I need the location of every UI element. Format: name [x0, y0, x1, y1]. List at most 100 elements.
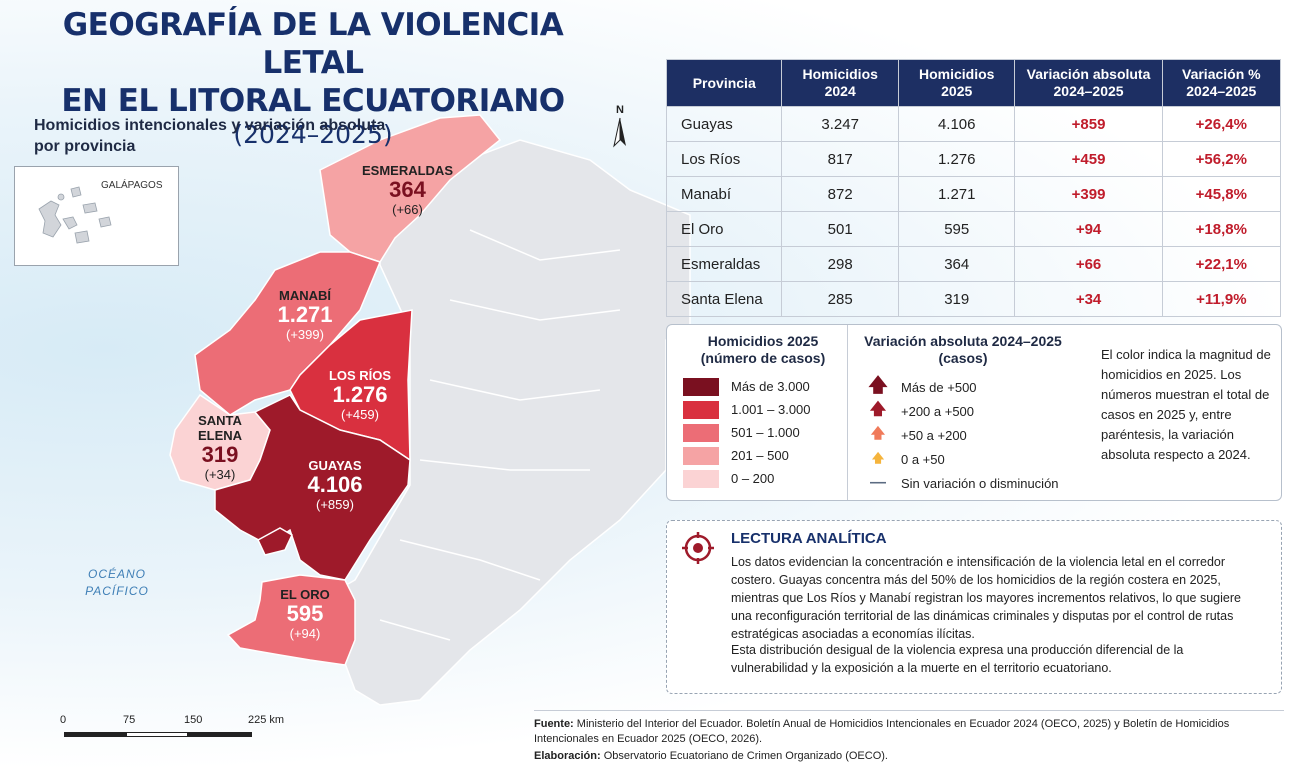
cell-var-pct: +26,4% — [1161, 106, 1282, 142]
cell-provincia: Los Ríos — [665, 141, 783, 177]
legend-arrow-row: 🡅 0 a +50 — [863, 447, 1063, 471]
source-label: Fuente: — [534, 718, 574, 730]
legend-arrow-label: Sin variación o disminución — [901, 475, 1059, 491]
galapagos-islands — [38, 186, 112, 244]
subtitle: Homicidios intencionales y variación abs… — [34, 117, 386, 155]
cell-2025: 595 — [897, 211, 1016, 247]
cell-2024: 501 — [781, 211, 899, 247]
cell-var-abs: +34 — [1014, 281, 1163, 317]
label-esmeraldas-value: 364 — [389, 177, 426, 202]
legend-arrow-row: — Sin variación o disminución — [863, 471, 1063, 495]
credits-note: Elaboración: Observatorio Ecuatoriano de… — [534, 750, 1274, 762]
label-los-rios-value: 1.276 — [332, 382, 388, 407]
legend-arrow-label: +200 a +500 — [901, 403, 975, 419]
legend-class-label: 0 – 200 — [731, 471, 775, 486]
label-santa-elena-name: SANTA ELENA — [197, 413, 243, 443]
cell-var-pct: +22,1% — [1161, 246, 1282, 282]
source-text: Ministerio del Interior del Ecuador. Bol… — [534, 718, 1230, 745]
th-variacion-pct: Variación % 2024–2025 — [1161, 59, 1282, 107]
legend-arrow-label: Más de +500 — [901, 379, 977, 395]
legend-arrow-row: 🡅 +50 a +200 — [863, 423, 1063, 447]
cell-var-abs: +859 — [1014, 106, 1163, 142]
cell-var-pct: +45,8% — [1161, 176, 1282, 212]
interior-border-lines — [379, 229, 621, 641]
label-manabi-change: (+399) — [286, 327, 324, 342]
cell-var-pct: +18,8% — [1161, 211, 1282, 247]
scale-tick-225: 225 km — [248, 714, 285, 726]
cell-provincia: Guayas — [665, 106, 783, 142]
label-guayas-value: 4.106 — [307, 472, 363, 497]
label-el-oro-value: 595 — [286, 601, 324, 626]
legend-note: El color indica la magnitud de homicidio… — [1101, 347, 1271, 462]
label-el-oro: EL ORO 595 (+94) — [265, 587, 345, 641]
legend-divider — [847, 325, 848, 500]
label-guayas: GUAYAS 4.106 (+859) — [290, 458, 380, 512]
title-line-1: GEOGRAFÍA DE LA VIOLENCIA LETAL — [62, 7, 564, 81]
cell-var-abs: +94 — [1014, 211, 1163, 247]
cell-2024: 298 — [781, 246, 899, 282]
th-provincia: Provincia — [665, 59, 783, 107]
legend-arrow-row: 🡅 +200 a +500 — [863, 399, 1063, 423]
cell-2024: 872 — [781, 176, 899, 212]
legend-panel: Homicidios 2025 (número de casos) Más de… — [666, 324, 1282, 501]
label-santa-elena: SANTA ELENA 319 (+34) — [188, 413, 252, 482]
legend-class-label: 1.001 – 3.000 — [731, 402, 811, 417]
ocean-label: OCÉANO PACÍFICO — [85, 567, 149, 598]
legend-homicides-title: Homicidios 2025 (número de casos) — [700, 333, 826, 366]
arrow-up-tiny-icon: 🡅 — [871, 450, 885, 465]
legend-swatch — [683, 423, 719, 442]
table-header-row: Provincia Homicidios 2024 Homicidios 202… — [665, 59, 1282, 107]
cell-2024: 3.247 — [781, 106, 899, 142]
legend-class-row: 201 – 500 — [683, 444, 843, 467]
legend-class-label: 501 – 1.000 — [731, 425, 800, 440]
legend-class-row: 1.001 – 3.000 — [683, 398, 843, 421]
analytic-reading-panel: LECTURA ANALÍTICA Los datos evidencian l… — [666, 520, 1282, 694]
label-los-rios-change: (+459) — [341, 407, 379, 422]
legend-class-label: 201 – 500 — [731, 448, 789, 463]
arrow-up-medium-icon: 🡅 — [869, 400, 887, 418]
table-row: El Oro 501 595 +94 +18,8% — [665, 211, 1282, 247]
th-variacion-absoluta: Variación absoluta 2024–2025 — [1014, 59, 1163, 107]
legend-class-label: Más de 3.000 — [731, 379, 810, 394]
legend-variation: Variación absoluta 2024–2025 (casos) 🡅 M… — [863, 333, 1063, 495]
label-esmeraldas: ESMERALDAS 364 (+66) — [345, 163, 470, 217]
cell-2025: 1.271 — [897, 176, 1016, 212]
cell-2025: 364 — [897, 246, 1016, 282]
analytic-reading-title: LECTURA ANALÍTICA — [731, 530, 887, 547]
title-line-3: (2024–2025) — [233, 120, 393, 149]
cell-2024: 817 — [781, 141, 899, 177]
scale-tick-0: 0 — [60, 714, 67, 726]
th-homicidios-2024: Homicidios 2024 — [781, 59, 899, 107]
label-esmeraldas-name: ESMERALDAS — [361, 163, 453, 178]
legend-arrow-label: +50 a +200 — [901, 427, 967, 443]
label-manabi-name: MANABÍ — [279, 288, 331, 303]
source-note: Fuente: Ministerio del Interior del Ecua… — [534, 717, 1274, 747]
scale-tick-150: 150 — [184, 714, 203, 726]
province-esmeraldas — [319, 114, 502, 263]
label-los-rios: LOS RÍOS 1.276 (+459) — [315, 368, 405, 422]
legend-class-row: Más de 3.000 — [683, 375, 843, 398]
cell-provincia: Esmeraldas — [665, 246, 783, 282]
table-row: Santa Elena 285 319 +34 +11,9% — [665, 281, 1282, 317]
homicides-table: Provincia Homicidios 2024 Homicidios 202… — [665, 59, 1282, 317]
scale-bar: 0 75 150 225 km — [60, 714, 300, 744]
analytic-reading-paragraph-1: Los datos evidencian la concentración e … — [731, 555, 1241, 641]
label-manabi: MANABÍ 1.271 (+399) — [250, 288, 360, 342]
scale-segment-2 — [126, 732, 188, 737]
cell-provincia: Manabí — [665, 176, 783, 212]
legend-arrow-row: 🡅 Más de +500 — [863, 375, 1063, 399]
table-row: Guayas 3.247 4.106 +859 +26,4% — [665, 106, 1282, 142]
arrow-up-small-icon: 🡅 — [870, 425, 886, 441]
legend-homicides: Homicidios 2025 (número de casos) Más de… — [683, 333, 843, 490]
galapagos-inset: GALÁPAGOS — [14, 166, 179, 266]
province-el-oro — [226, 574, 356, 666]
table-row: Manabí 872 1.271 +399 +45,8% — [665, 176, 1282, 212]
credits-text: Observatorio Ecuatoriano de Crimen Organ… — [603, 750, 888, 762]
legend-class-row: 501 – 1.000 — [683, 421, 843, 444]
legend-variation-title: Variación absoluta 2024–2025 (casos) — [864, 333, 1062, 366]
cell-var-abs: +399 — [1014, 176, 1163, 212]
north-arrow: N — [610, 104, 630, 150]
north-arrow-icon — [613, 117, 626, 148]
cell-provincia: Santa Elena — [665, 281, 783, 317]
legend-swatch — [683, 446, 719, 465]
